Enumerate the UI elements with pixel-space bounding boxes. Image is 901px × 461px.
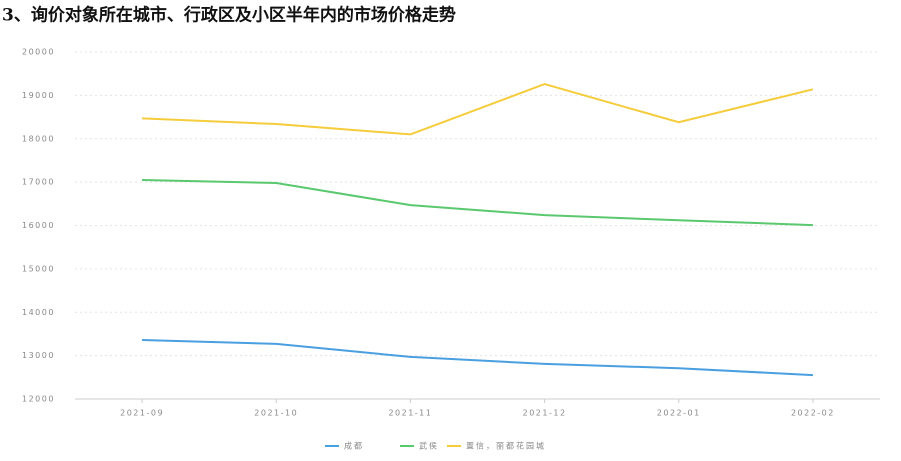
- y-tick-label: 14000: [22, 308, 55, 317]
- x-tick-label: 2021-11: [388, 409, 432, 418]
- y-tick-label: 13000: [22, 351, 55, 360]
- y-tick-label: 15000: [22, 264, 55, 273]
- chart-title: 3、询价对象所在城市、行政区及小区半年内的市场价格走势: [2, 5, 456, 26]
- legend-label: 成都: [344, 441, 364, 451]
- legend-label: 武侯: [419, 441, 439, 451]
- y-tick-label: 16000: [22, 221, 55, 230]
- x-tick-label: 2021-09: [120, 409, 164, 418]
- y-tick-label: 17000: [22, 178, 55, 187]
- y-tick-label: 18000: [22, 134, 55, 143]
- y-tick-label: 20000: [22, 48, 55, 57]
- line-series: [142, 178, 813, 227]
- y-tick-label: 12000: [22, 395, 55, 404]
- y-tick-label: 19000: [22, 91, 55, 100]
- line-series: [142, 83, 814, 136]
- x-tick-label: 2022-02: [791, 409, 835, 418]
- legend-label: 置信，丽都花园城: [466, 441, 546, 451]
- x-tick-label: 2021-10: [254, 409, 298, 418]
- x-tick-label: 2021-12: [523, 409, 567, 418]
- line-series: [142, 339, 813, 377]
- x-tick-label: 2022-01: [657, 409, 701, 418]
